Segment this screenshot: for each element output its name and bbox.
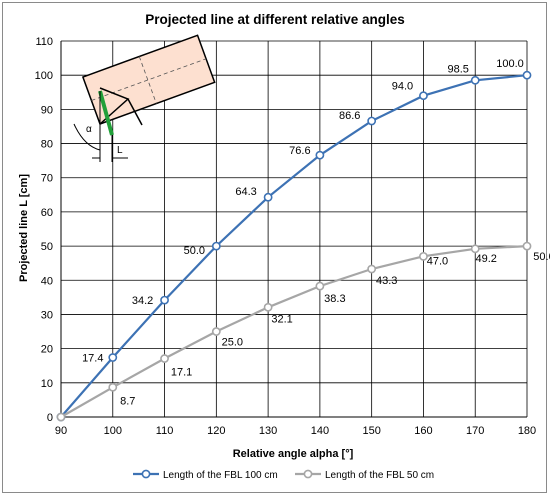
x-tick-label-4: 130 bbox=[259, 425, 277, 437]
y-tick-labels: 0 10 20 30 40 50 60 70 80 90 100 110 bbox=[35, 36, 53, 424]
inset-l-symbol: L bbox=[117, 145, 123, 156]
y-tick-label-9: 90 bbox=[41, 104, 53, 116]
y-axis-label: Projected line L [cm] bbox=[18, 174, 30, 282]
y-tick-label-3: 30 bbox=[41, 309, 53, 321]
series-1-label-5: 38.3 bbox=[324, 293, 345, 305]
series-0-label-4: 64.3 bbox=[235, 186, 256, 198]
inset-angle-arc bbox=[73, 123, 101, 151]
inset-center-line bbox=[91, 58, 207, 101]
series-0-point-5 bbox=[315, 150, 325, 160]
x-tick-label-2: 110 bbox=[156, 425, 174, 437]
series-1-point-4 bbox=[263, 302, 273, 312]
x-tick-label-8: 170 bbox=[466, 425, 484, 437]
x-tick-label-7: 160 bbox=[414, 425, 432, 437]
inset-alpha-symbol: α bbox=[86, 124, 92, 135]
legend-label-0: Length of the FBL 100 cm bbox=[163, 470, 278, 481]
series-1-label-9: 50.0 bbox=[533, 251, 550, 263]
series-1-label-4: 32.1 bbox=[271, 313, 292, 325]
series-1-label-1: 8.7 bbox=[120, 395, 135, 407]
series-0-point-4 bbox=[263, 192, 273, 202]
series-1-point-0 bbox=[56, 412, 66, 422]
series-0-point-1 bbox=[108, 353, 118, 362]
y-tick-label-0: 0 bbox=[47, 412, 53, 424]
series-1-point-9 bbox=[522, 241, 532, 251]
series-1-point-5 bbox=[315, 281, 325, 291]
series-line-0 bbox=[60, 74, 528, 418]
y-tick-label-1: 10 bbox=[41, 378, 53, 390]
legend: Length of the FBL 100 cm Length of the FB… bbox=[133, 469, 434, 481]
series-0-label-3: 50.0 bbox=[184, 245, 205, 257]
series-0-label-2: 34.2 bbox=[132, 295, 153, 307]
legend-label-1: Length of the FBL 50 cm bbox=[325, 470, 434, 481]
chart-title: Projected line at different relative ang… bbox=[145, 12, 405, 27]
inset-box bbox=[81, 34, 216, 125]
series-line-1 bbox=[60, 245, 528, 418]
series-0-label-1: 17.4 bbox=[82, 353, 103, 365]
y-tick-label-11: 110 bbox=[35, 36, 53, 48]
series-0-point-3 bbox=[211, 241, 221, 251]
x-tick-label-3: 120 bbox=[207, 425, 225, 437]
series-0-point-8 bbox=[470, 75, 480, 85]
series-1-label-8: 49.2 bbox=[476, 253, 497, 265]
x-tick-label-1: 100 bbox=[104, 425, 122, 437]
series-1-label-6: 43.3 bbox=[376, 275, 397, 287]
x-axis-label: Relative angle alpha [°] bbox=[233, 448, 354, 460]
series-0-label-6: 86.6 bbox=[339, 110, 360, 122]
y-tick-label-4: 40 bbox=[41, 275, 53, 287]
series-0-label-5: 76.6 bbox=[289, 145, 310, 157]
x-tick-label-6: 150 bbox=[362, 425, 380, 437]
series-0-point-7 bbox=[419, 91, 428, 101]
legend-marker-0 bbox=[141, 469, 151, 479]
series-0-point-9 bbox=[522, 70, 532, 80]
x-tick-label-0: 90 bbox=[55, 425, 67, 437]
series-1-point-8 bbox=[470, 244, 480, 254]
inset-projected-line bbox=[98, 90, 114, 136]
inset-cross-line bbox=[138, 56, 157, 104]
legend-marker-1 bbox=[303, 469, 313, 479]
series-1-point-3 bbox=[211, 327, 221, 336]
y-tick-label-5: 50 bbox=[41, 241, 53, 253]
series-0-label-7: 94.0 bbox=[392, 81, 413, 93]
series-0-label-8: 98.5 bbox=[448, 63, 469, 75]
x-tick-labels: 90 100 110 120 130 140 150 160 170 180 bbox=[55, 425, 536, 437]
y-tick-label-2: 20 bbox=[41, 344, 53, 356]
series-1: 8.7 17.1 25.0 32.1 38.3 43.3 47.0 49.2 50.0 bbox=[56, 241, 550, 422]
y-tick-label-7: 70 bbox=[41, 173, 53, 185]
series-1-point-2 bbox=[160, 354, 169, 363]
x-tick-label-9: 180 bbox=[518, 425, 536, 437]
series-1-label-3: 25.0 bbox=[222, 337, 243, 349]
series-1-label-2: 17.1 bbox=[171, 367, 192, 379]
inset-wedge-edge bbox=[127, 98, 143, 126]
series-group: 17.4 34.2 50.0 64.3 76.6 86.6 94.0 98.5 100.0 8.7… bbox=[56, 58, 550, 422]
y-tick-label-8: 80 bbox=[41, 139, 53, 151]
series-0-point-6 bbox=[367, 116, 377, 126]
series-1-point-1 bbox=[108, 382, 118, 392]
series-0-label-9: 100.0 bbox=[496, 58, 524, 70]
x-tick-label-5: 140 bbox=[311, 425, 329, 437]
series-1-point-7 bbox=[419, 251, 428, 261]
inset-diagram: αL bbox=[73, 34, 216, 162]
y-tick-label-6: 60 bbox=[41, 207, 53, 219]
axes bbox=[60, 41, 527, 418]
y-tick-label-10: 100 bbox=[35, 70, 53, 82]
series-1-point-6 bbox=[367, 264, 377, 274]
series-1-label-7: 47.0 bbox=[427, 255, 448, 267]
series-0-point-2 bbox=[160, 295, 169, 305]
